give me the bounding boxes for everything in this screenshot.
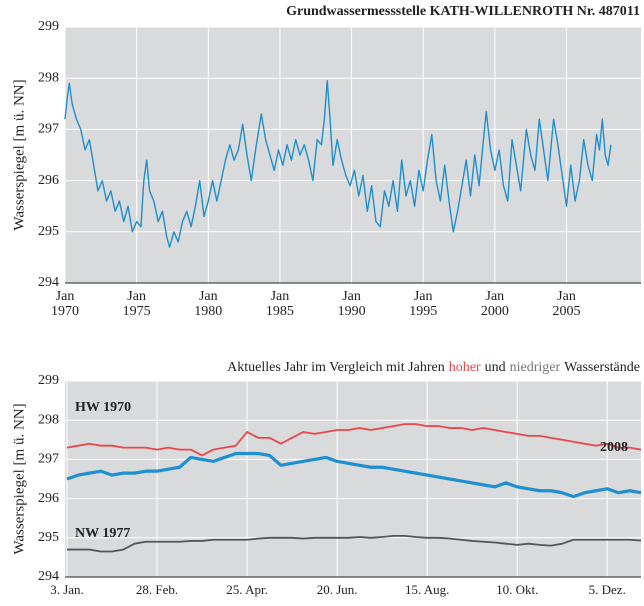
x-tick-label: 3. Jan. [50,582,84,597]
series-label: 2008 [600,440,628,455]
x-tick-label: Jan 1980 [194,289,222,319]
x-tick-label-line: Jan [271,289,290,304]
subtitle-part: Aktuelles Jahr im Vergleich mit Jahren [227,360,445,375]
y-tick-label: 296 [38,491,59,506]
x-tick-label: 28. Feb. [136,582,178,597]
y-tick-label: 294 [38,569,59,584]
x-tick-label-line: Jan [557,289,576,304]
data-line [64,80,612,248]
x-tick-label-line: 1970 [51,304,79,319]
subtitle-part: Wasserstände [564,360,640,375]
x-tick-label-line: 1995 [409,304,437,319]
y-tick-label: 296 [38,173,59,188]
y-tick-label: 297 [38,122,59,137]
subtitle-part: und [485,360,506,375]
x-tick-label-line: 2000 [481,304,509,319]
x-tick-label-line: Jan [342,289,361,304]
subtitle-part: niedriger [510,360,561,375]
x-tick-label: 25. Apr. [226,582,268,597]
data-line [66,423,642,457]
y-tick-label: 295 [38,530,59,545]
x-tick-label-line: Jan [486,289,505,304]
x-tick-label: Jan 1995 [409,289,437,319]
x-tick-label: Jan 2000 [481,289,509,319]
x-tick-label-line: 1985 [266,304,294,319]
y-tick-label: 295 [38,224,59,239]
x-tick-label-line: 1980 [194,304,222,319]
x-tick-label: 15. Aug. [405,582,449,597]
plot-area [65,27,641,283]
x-tick-label: 5. Dez. [589,582,626,597]
y-axis-label: Wasserspiegel [m ü. NN] [11,403,27,554]
x-tick-label-line: Jan [199,289,218,304]
x-tick-label-line: Jan [56,289,75,304]
x-tick-label: 20. Jun. [317,582,358,597]
y-axis-label: Wasserspiegel [m ü. NN] [11,79,27,230]
x-tick-label: 10. Okt. [496,582,538,597]
x-tick-label-line: 1990 [338,304,366,319]
x-tick-label-line: 1975 [123,304,151,319]
x-tick-label: Jan 1985 [266,289,294,319]
subtitle-part: hoher [449,360,481,375]
y-tick-label: 299 [38,373,59,388]
x-tick-label: Jan 1970 [51,289,79,319]
y-tick-label: 299 [38,19,59,34]
data-line [66,451,642,499]
chart-subtitle: Aktuelles Jahr im Vergleich mit Jahren ho… [227,360,640,375]
y-tick-label: 298 [38,70,59,85]
x-tick-label-line: 2005 [552,304,580,319]
y-tick-label: 298 [38,412,59,427]
x-tick-label: Jan 1990 [338,289,366,319]
x-tick-label: Jan 2005 [552,289,580,319]
y-tick-label: 297 [38,452,59,467]
y-tick-label: 294 [38,275,59,290]
plot-area [65,381,641,577]
series-label: HW 1970 [75,400,131,415]
data-line [67,534,642,553]
x-tick-label: Jan 1975 [123,289,151,319]
x-tick-label-line: Jan [127,289,146,304]
chart-title: Grundwassermessstelle KATH-WILLENROTH Nr… [286,4,640,19]
series-label: NW 1977 [75,526,130,541]
x-tick-label-line: Jan [414,289,433,304]
